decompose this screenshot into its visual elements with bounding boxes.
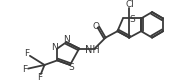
Text: F: F [22, 65, 27, 74]
Text: O: O [92, 22, 99, 31]
Text: NH: NH [84, 45, 99, 55]
Text: F: F [24, 49, 29, 58]
Text: N: N [63, 35, 70, 44]
Text: Cl: Cl [126, 0, 135, 9]
Text: S: S [68, 63, 74, 72]
Text: N: N [52, 43, 58, 52]
Text: F: F [37, 73, 42, 82]
Text: S: S [129, 15, 135, 24]
